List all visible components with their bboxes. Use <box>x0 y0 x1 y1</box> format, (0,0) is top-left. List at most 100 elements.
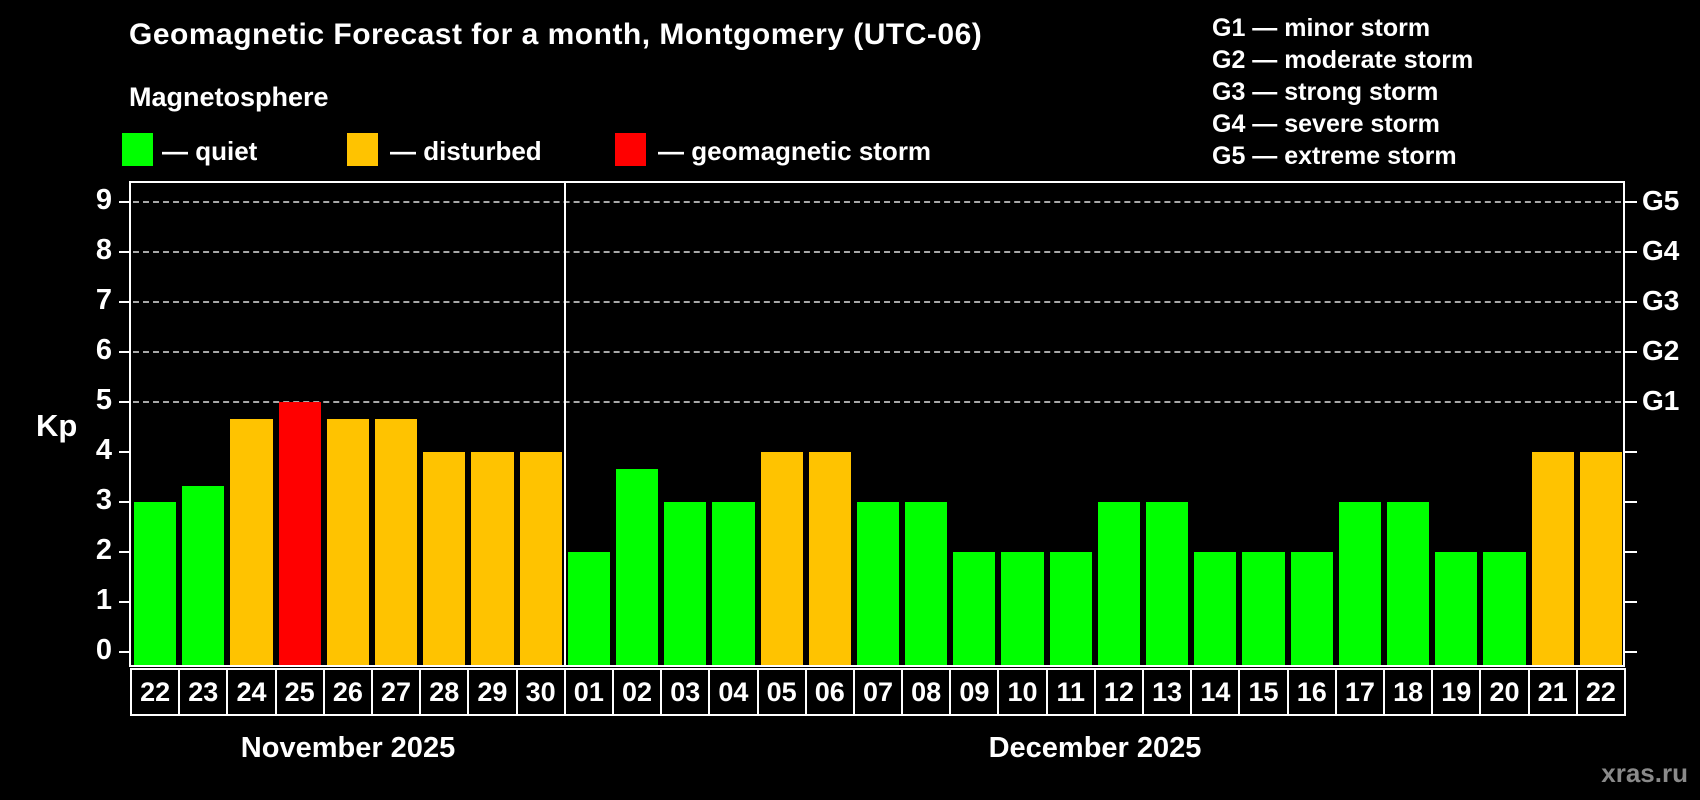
g-axis-label-g5: G5 <box>1642 185 1680 216</box>
y-tick-label-2: 2 <box>95 534 112 566</box>
y-tick-right-2 <box>1625 551 1637 553</box>
y-tick-label-9: 9 <box>95 184 112 216</box>
day-label-30: 30 <box>515 668 566 716</box>
y-tick-right-8 <box>1625 251 1637 253</box>
kp-bar-day-06-m1 <box>808 452 851 666</box>
kp-bar-day-07-m1 <box>856 502 900 666</box>
g-axis-label-g4: G4 <box>1642 235 1680 266</box>
y-tick-label-1: 1 <box>95 584 112 616</box>
y-tick-right-5 <box>1625 401 1637 403</box>
day-label-29: 29 <box>467 668 518 716</box>
g5-legend-line: G5 — extreme storm <box>1212 142 1457 170</box>
day-label-27: 27 <box>370 668 422 716</box>
gridline-kp6 <box>133 351 1621 353</box>
day-label-08: 08 <box>901 668 952 716</box>
day-label-18: 18 <box>1383 668 1434 716</box>
day-label-02: 02 <box>611 668 663 716</box>
magnetosphere-label: Magnetosphere <box>129 82 329 112</box>
g-axis-label-g2: G2 <box>1642 335 1680 366</box>
g-scale-legend: G1 — minor storm G2 — moderate storm G3 … <box>1212 12 1473 172</box>
watermark: xras.ru <box>1601 758 1688 788</box>
kp-bar-day-16-m1 <box>1290 552 1333 666</box>
kp-bar-day-25-m0 <box>278 402 321 666</box>
kp-bar-day-12-m1 <box>1097 502 1141 666</box>
y-tick-label-0: 0 <box>95 634 112 666</box>
plot-border <box>129 181 1625 667</box>
disturbed-swatch <box>347 133 378 166</box>
day-label-03: 03 <box>660 668 711 716</box>
kp-bar-day-22-m1 <box>1579 452 1622 666</box>
day-label-19: 19 <box>1431 668 1482 716</box>
kp-bar-day-21-m1 <box>1531 452 1574 666</box>
g-axis-label-g3: G3 <box>1642 285 1680 316</box>
kp-bar-day-01-m1 <box>567 552 610 666</box>
month-label-november: November 2025 <box>240 732 456 764</box>
kp-bar-day-24-m0 <box>230 418 273 666</box>
quiet-legend-label: — quiet <box>162 136 258 166</box>
y-axis-title: Kp <box>36 408 78 443</box>
kp-bar-day-23-m0 <box>182 485 225 666</box>
g-axis-label-g1: G1 <box>1642 385 1680 416</box>
kp-bar-day-13-m1 <box>1146 502 1189 666</box>
day-label-25: 25 <box>274 668 325 716</box>
kp-bar-day-22-m0 <box>134 502 177 666</box>
y-tick-left-5 <box>119 401 131 403</box>
y-tick-right-9 <box>1625 201 1637 203</box>
day-label-17: 17 <box>1334 668 1386 716</box>
g3-legend-line: G3 — strong storm <box>1212 78 1439 106</box>
y-tick-right-0 <box>1625 651 1637 653</box>
day-label-14: 14 <box>1190 668 1241 716</box>
kp-bar-day-11-m1 <box>1049 552 1092 666</box>
y-tick-left-3 <box>119 501 131 503</box>
storm-legend-label: — geomagnetic storm <box>658 136 932 166</box>
day-label-12: 12 <box>1093 668 1145 716</box>
quiet-swatch <box>122 133 153 166</box>
disturbed-legend-label: — disturbed <box>390 136 542 166</box>
y-tick-left-2 <box>119 551 131 553</box>
kp-bar-day-09-m1 <box>953 552 996 666</box>
g2-legend-line: G2 — moderate storm <box>1212 46 1474 74</box>
month-label-december: December 2025 <box>988 732 1202 764</box>
kp-bar-day-20-m1 <box>1483 552 1526 666</box>
day-label-16: 16 <box>1286 668 1337 716</box>
day-label-13: 13 <box>1142 668 1193 716</box>
day-label-06: 06 <box>804 668 855 716</box>
day-label-24: 24 <box>226 668 277 716</box>
kp-bar-day-14-m1 <box>1194 552 1237 666</box>
kp-bar-day-28-m0 <box>423 452 466 666</box>
gridline-kp5 <box>133 401 1621 403</box>
kp-bar-day-04-m1 <box>712 502 755 666</box>
gridline-kp9 <box>133 201 1621 203</box>
month-divider <box>563 183 566 667</box>
day-label-05: 05 <box>756 668 807 716</box>
day-label-10: 10 <box>997 668 1048 716</box>
gridline-kp8 <box>133 251 1621 253</box>
kp-bar-day-15-m1 <box>1242 552 1285 666</box>
kp-bar-day-29-m0 <box>471 452 514 666</box>
y-tick-right-7 <box>1625 301 1637 303</box>
kp-bar-day-27-m0 <box>374 418 418 666</box>
day-label-09: 09 <box>949 668 1000 716</box>
kp-bar-day-26-m0 <box>326 418 369 666</box>
chart-title: Geomagnetic Forecast for a month, Montgo… <box>129 18 983 51</box>
day-label-11: 11 <box>1045 668 1096 716</box>
day-label-22: 22 <box>1575 668 1626 716</box>
kp-bar-day-03-m1 <box>664 502 707 666</box>
y-tick-label-7: 7 <box>95 284 112 316</box>
kp-bar-day-02-m1 <box>615 468 659 666</box>
kp-bar-day-08-m1 <box>905 502 948 666</box>
y-tick-right-1 <box>1625 601 1637 603</box>
y-tick-label-3: 3 <box>95 484 112 516</box>
day-label-15: 15 <box>1238 668 1289 716</box>
y-tick-label-6: 6 <box>95 334 112 366</box>
kp-bar-day-10-m1 <box>1001 552 1044 666</box>
g4-legend-line: G4 — severe storm <box>1212 110 1440 138</box>
y-tick-right-4 <box>1625 451 1637 453</box>
g1-legend-line: G1 — minor storm <box>1212 14 1431 42</box>
y-tick-left-0 <box>119 651 131 653</box>
day-label-22: 22 <box>130 668 181 716</box>
day-label-01: 01 <box>563 668 614 716</box>
day-label-21: 21 <box>1527 668 1578 716</box>
kp-bar-day-17-m1 <box>1338 502 1382 666</box>
